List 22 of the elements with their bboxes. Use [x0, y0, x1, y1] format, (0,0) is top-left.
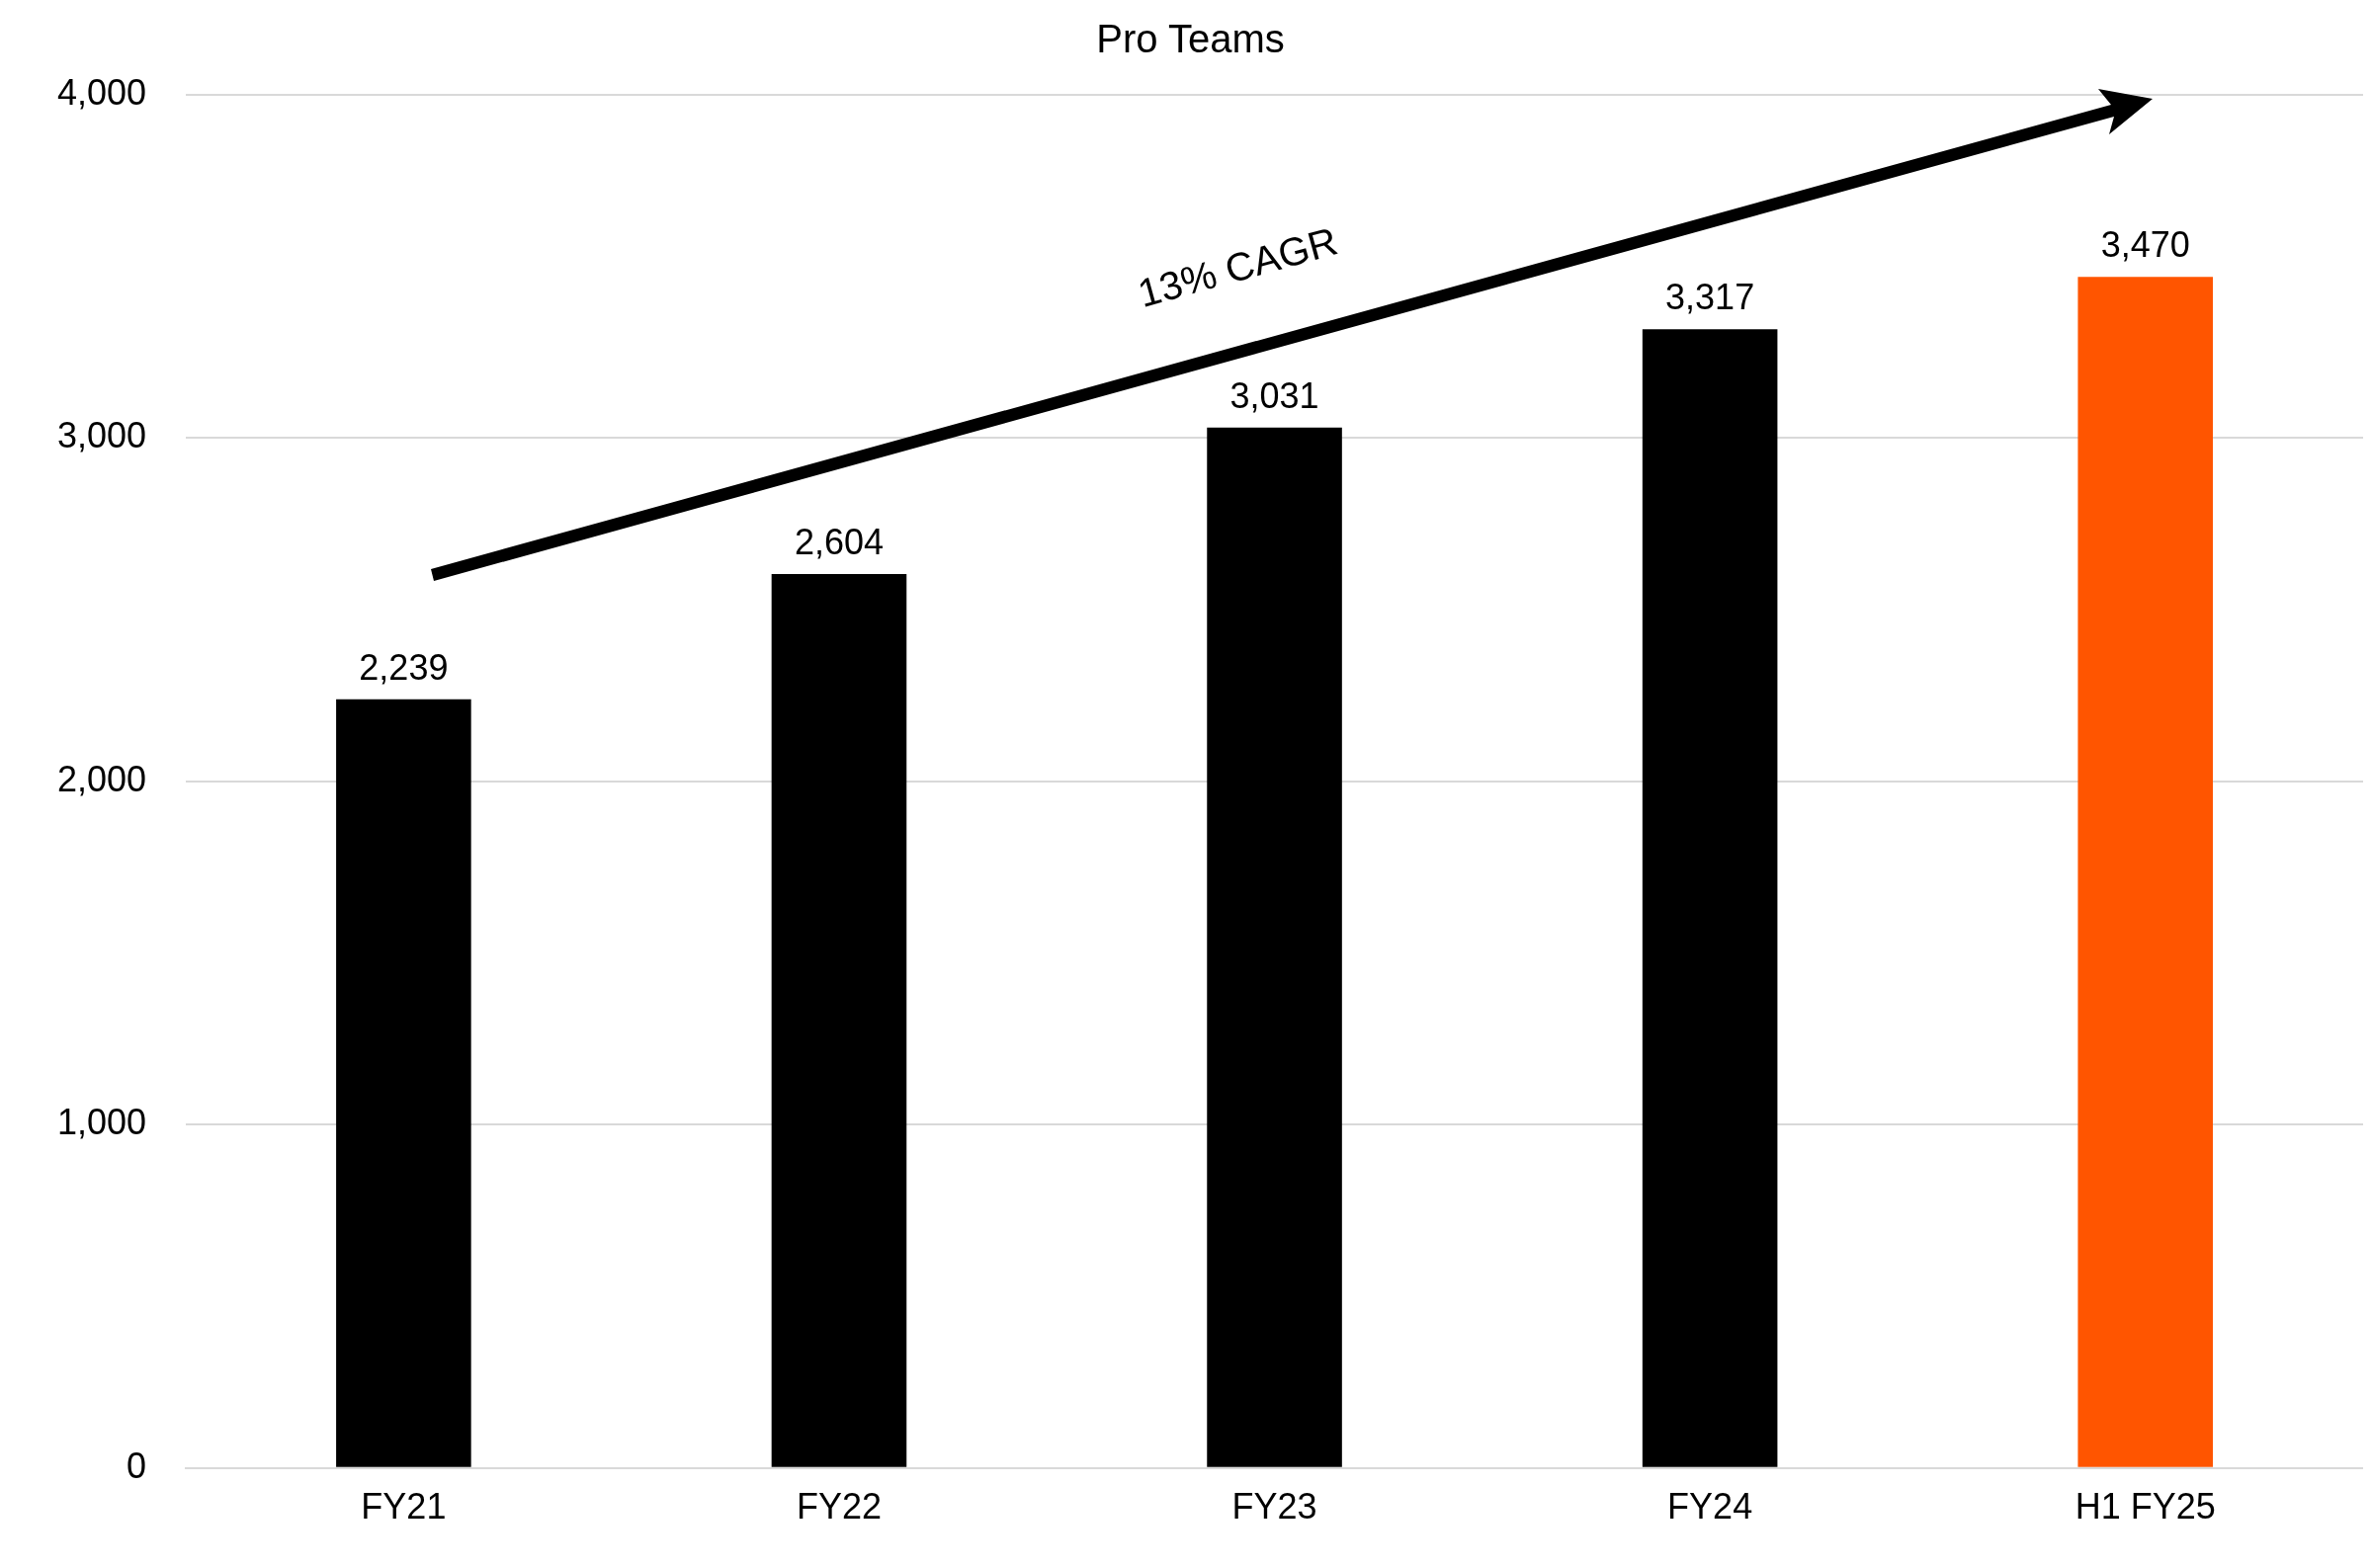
bar: [771, 574, 907, 1467]
bar: [336, 699, 471, 1467]
y-tick-label: 3,000: [56, 415, 147, 456]
bar: [1207, 427, 1342, 1467]
y-tick-label: 1,000: [56, 1102, 147, 1143]
x-tick-label: H1 FY25: [2075, 1486, 2216, 1527]
y-tick-label: 2,000: [56, 758, 147, 799]
data-label: 3,031: [1229, 374, 1319, 416]
bar: [1642, 329, 1778, 1467]
bar: [2077, 277, 2213, 1467]
data-label: 2,604: [794, 521, 885, 562]
x-tick-label: FY21: [361, 1486, 447, 1527]
y-tick-label: 0: [127, 1444, 147, 1486]
annotation: 13% CAGR: [1133, 218, 1342, 315]
x-tick-label: FY22: [796, 1486, 882, 1527]
data-label: 3,470: [2100, 224, 2190, 266]
data-label: 2,239: [359, 646, 449, 688]
x-tick-label: FY23: [1231, 1486, 1317, 1527]
data-label: 3,317: [1665, 277, 1755, 318]
y-tick-label: 4,000: [56, 71, 147, 113]
x-tick-label: FY24: [1667, 1486, 1753, 1527]
chart-title: Pro Teams: [1096, 17, 1285, 61]
